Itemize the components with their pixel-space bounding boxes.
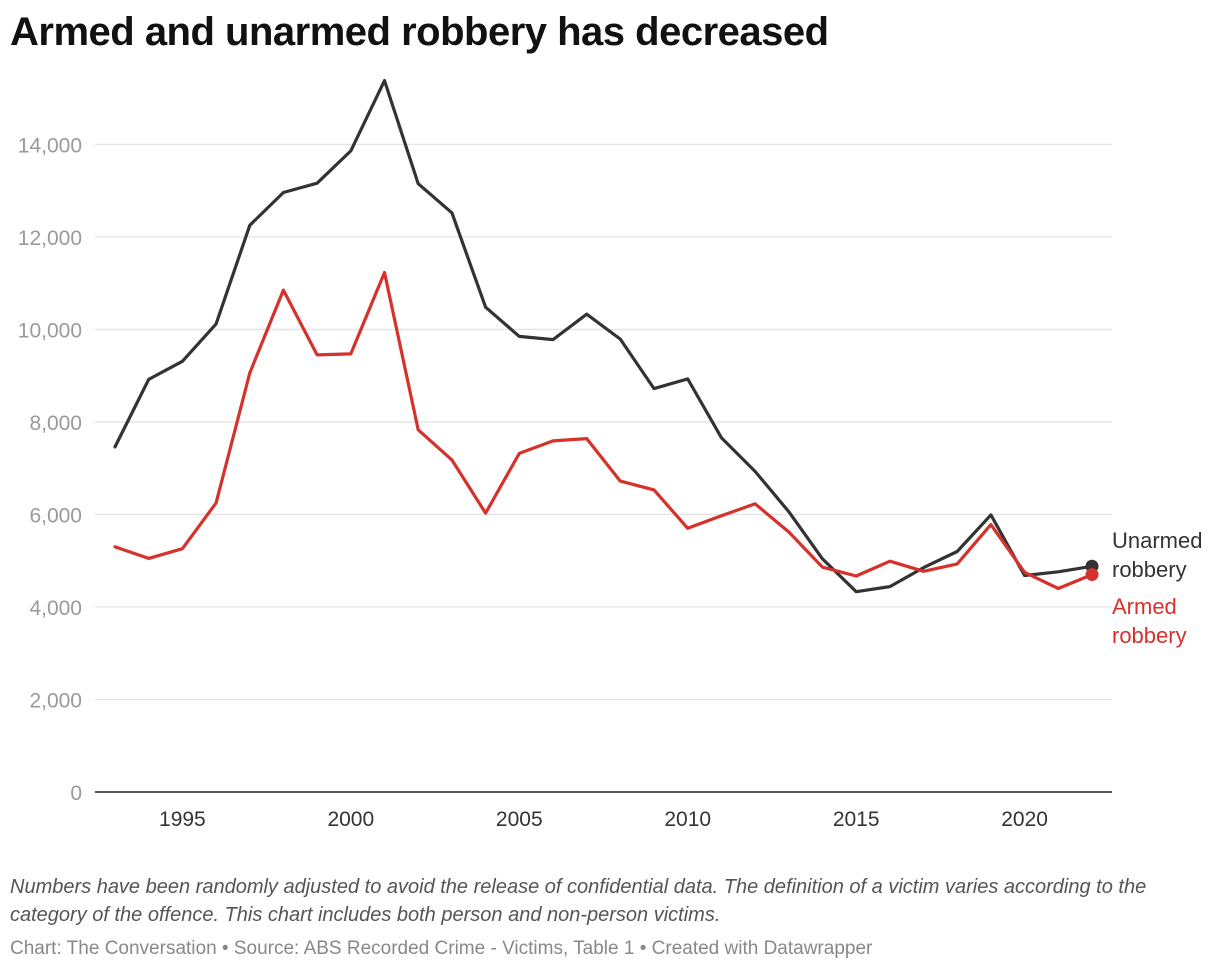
line-chart: 02,0004,0006,0008,00010,00012,00014,000 … [18,78,1202,831]
y-tick-label: 4,000 [29,597,82,620]
y-tick-label: 14,000 [18,134,82,157]
armed-robbery-end-point [1085,568,1099,582]
y-tick-label: 12,000 [18,227,82,250]
y-axis-tick-labels: 0 2,000 4,000 6,000 8,000 10,000 12,000 14,000 [18,134,82,805]
y-tick-label: 10,000 [18,319,82,342]
x-tick-label: 2015 [833,808,880,831]
chart-notes: Numbers have been randomly adjusted to a… [10,876,1147,926]
chart-title: Armed and unarmed robbery has decreased [10,10,829,54]
series-lines [113,78,1099,594]
armed-robbery-line [113,270,1094,591]
x-axis-tick-labels: 1995 2000 2005 2010 2015 2020 [159,808,1048,831]
unarmed-robbery-label: robbery [1112,557,1187,582]
x-tick-label: 2000 [327,808,374,831]
x-tick-label: 1995 [159,808,206,831]
armed-robbery-label: Armed [1112,594,1177,619]
y-tick-label: 8,000 [29,412,82,435]
y-tick-label: 0 [70,782,82,805]
y-tick-label: 2,000 [29,689,82,712]
chart-credit: Chart: The Conversation • Source: ABS Re… [10,938,873,959]
unarmed-robbery-label: Unarmed [1112,528,1202,553]
x-tick-label: 2010 [664,808,711,831]
armed-robbery-label: robbery [1112,623,1187,648]
y-tick-label: 6,000 [29,504,82,527]
x-tick-label: 2005 [496,808,543,831]
gridlines [95,143,1112,701]
x-tick-label: 2020 [1001,808,1048,831]
series-end-labels: Unarmed robbery Armed robbery [1112,528,1202,648]
unarmed-robbery-line [113,78,1094,594]
